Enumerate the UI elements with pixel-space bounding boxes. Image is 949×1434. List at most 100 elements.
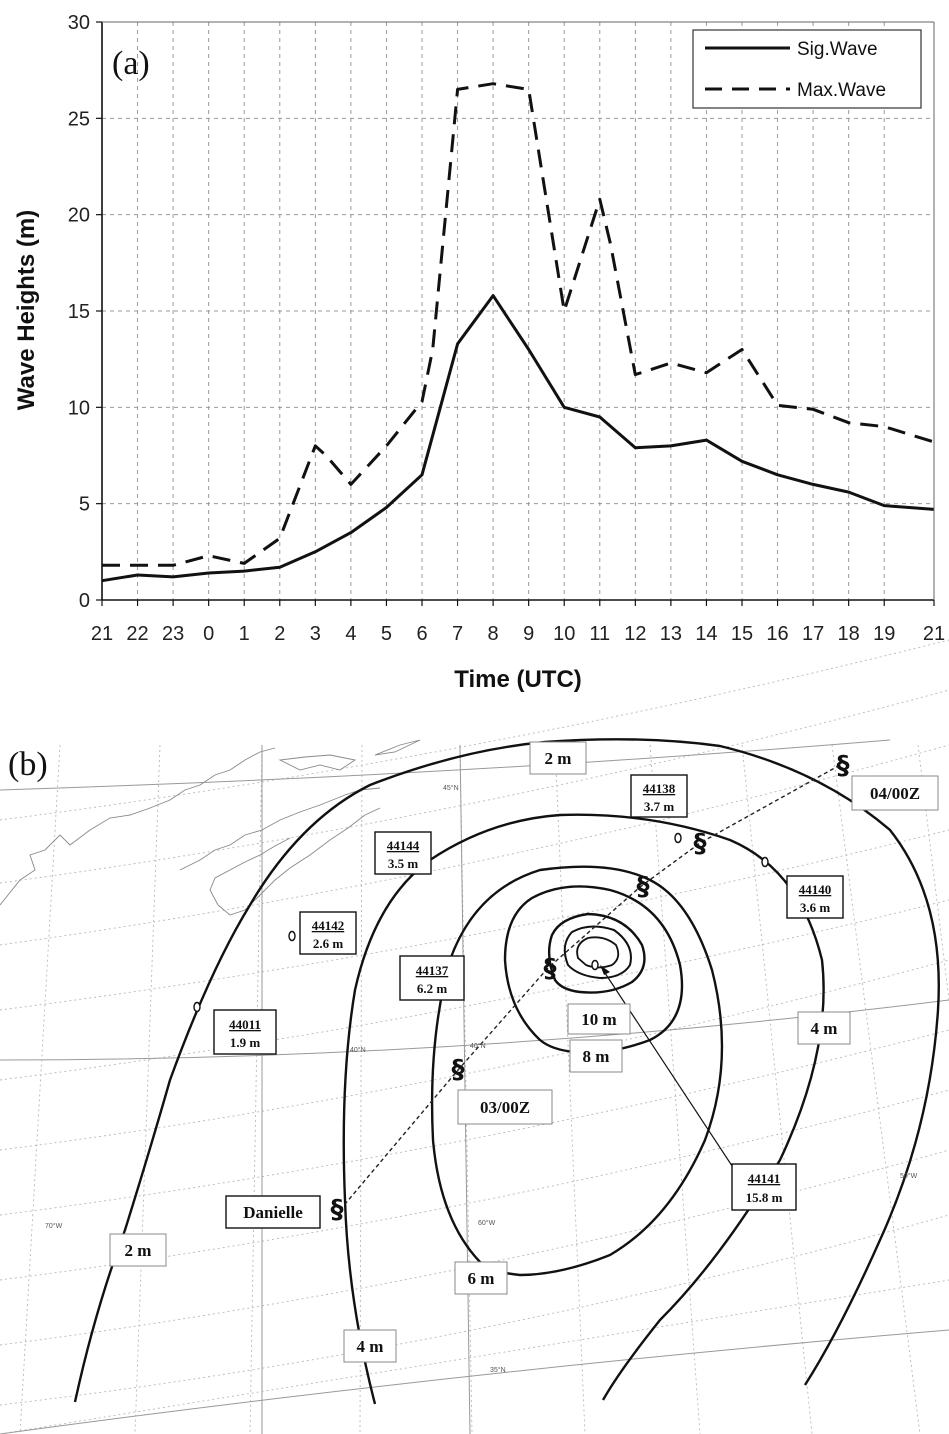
- buoy-id: 44137: [416, 963, 449, 978]
- contour-label-2m-top: 2 m: [529, 741, 587, 775]
- lat-label: 40°N: [470, 1042, 486, 1050]
- buoy-height: 1.9 m: [230, 1035, 261, 1050]
- y-tick-label: 5: [79, 494, 90, 516]
- series-line-max-wave: [102, 82, 935, 567]
- storm-name-label: Danielle: [225, 1195, 321, 1229]
- x-tick-label: 3: [310, 623, 321, 645]
- legend-label-max-wave: Max.Wave: [797, 80, 886, 101]
- x-tick-label: 13: [660, 623, 682, 645]
- x-tick-label: 2: [274, 623, 285, 645]
- chart-grid: [102, 22, 934, 600]
- buoy-height: 15.8 m: [746, 1190, 783, 1205]
- buoy-id: 44138: [643, 781, 676, 796]
- series-line-sig-wave: [101, 294, 935, 583]
- contour-label-8m: 8 m: [569, 1039, 623, 1073]
- chart-legend: Sig.Wave Max.Wave: [692, 29, 922, 109]
- x-axis-label: Time (UTC): [454, 666, 582, 693]
- buoy-height: 2.6 m: [313, 936, 344, 951]
- buoy-height: 3.7 m: [644, 799, 675, 814]
- x-tick-label: 6: [416, 623, 427, 645]
- buoy-label-44141: 44141 15.8 m: [731, 1163, 797, 1211]
- storm-name: Danielle: [243, 1203, 303, 1222]
- x-tick-label: 22: [126, 623, 148, 645]
- buoy-label-44011: 44011 1.9 m: [213, 1009, 277, 1055]
- lon-label: 60°W: [478, 1219, 496, 1227]
- buoy-label-44142: 44142 2.6 m: [299, 911, 357, 955]
- contour-label-text: 6 m: [468, 1269, 495, 1288]
- contour-4m: [342, 813, 825, 1405]
- lon-label: 70°W: [45, 1222, 63, 1230]
- contour-2m: [73, 738, 940, 1403]
- contour-label-text: 4 m: [357, 1337, 384, 1356]
- x-tick-label: 19: [873, 623, 895, 645]
- hurricane-symbols: § § § § § §: [331, 751, 850, 1225]
- x-tick-label: 4: [345, 623, 356, 645]
- hurricane-icon: §: [452, 1055, 465, 1085]
- x-tick-label: 1: [239, 623, 250, 645]
- buoy-height: 6.2 m: [417, 981, 448, 996]
- lon-label: 50°W: [900, 1172, 918, 1180]
- track-time: 04/00Z: [870, 784, 920, 803]
- x-tick-label: 12: [624, 623, 646, 645]
- contour-label-2m-left: 2 m: [109, 1233, 167, 1267]
- x-tick-label: 5: [381, 623, 392, 645]
- contour-label-text: 2 m: [125, 1241, 152, 1260]
- buoy-marker: [193, 1001, 201, 1013]
- x-tick-label: 9: [523, 623, 534, 645]
- buoy-id: 44142: [312, 918, 345, 933]
- track-time-label-0300z: 03/00Z: [457, 1089, 553, 1125]
- y-tick-label: 0: [79, 590, 90, 612]
- buoy-marker: [674, 832, 682, 844]
- x-tick-label: 23: [162, 623, 184, 645]
- panel-label-a: (a): [112, 45, 150, 82]
- y-tick-label: 30: [68, 12, 90, 34]
- x-tick-label: 0: [203, 623, 214, 645]
- x-tick-label: 21: [91, 623, 113, 645]
- x-tick-label: 7: [452, 623, 463, 645]
- lat-label: 45°N: [443, 784, 459, 792]
- buoy-height: 3.6 m: [800, 900, 831, 915]
- contour-label-text: 4 m: [811, 1019, 838, 1038]
- contour-6m: [430, 865, 724, 1277]
- contour-label-text: 10 m: [581, 1010, 616, 1029]
- lat-label: 35°N: [490, 1366, 506, 1374]
- track-time-label-0400z: 04/00Z: [851, 775, 939, 811]
- contour-10m: [547, 912, 646, 994]
- x-tick-label: 15: [731, 623, 753, 645]
- y-axis-label: Wave Heights (m): [13, 210, 40, 410]
- buoy-id: 44140: [799, 882, 832, 897]
- y-tick-label: 10: [68, 397, 90, 419]
- storm-labels: Danielle 03/00Z 04/00Z: [225, 775, 939, 1229]
- contour-label-text: 2 m: [545, 749, 572, 768]
- contour-label-6m: 6 m: [454, 1261, 508, 1295]
- buoy-label-44144: 44144 3.5 m: [374, 831, 432, 875]
- legend-label-sig-wave: Sig.Wave: [797, 39, 878, 60]
- panel-label-b: (b): [8, 746, 48, 783]
- buoy-label-44138: 44138 3.7 m: [630, 774, 688, 818]
- graticule-labels: 45°N 40°N 40°N 35°N 70°W 60°W 50°W: [45, 784, 918, 1374]
- map-graticule: [0, 639, 949, 1434]
- x-tick-label: 14: [695, 623, 717, 645]
- x-tick-label: 11: [589, 623, 610, 645]
- hurricane-icon: §: [637, 872, 650, 902]
- y-tick-label: 20: [68, 205, 90, 227]
- x-tick-label: 17: [802, 623, 824, 645]
- buoy-label-44137: 44137 6.2 m: [399, 955, 465, 1001]
- track-time: 03/00Z: [480, 1098, 530, 1117]
- contour-label-4m-right: 4 m: [797, 1011, 851, 1045]
- buoy-height: 3.5 m: [388, 856, 419, 871]
- coastline: [0, 739, 421, 916]
- contour-labels: 2 m 2 m 4 m 4 m 6 m 8 m: [109, 741, 851, 1363]
- hurricane-icon: §: [694, 829, 707, 859]
- buoy-label-44140: 44140 3.6 m: [786, 875, 844, 919]
- contour-label-text: 8 m: [583, 1047, 610, 1066]
- storm-track: [339, 764, 841, 1211]
- x-tick-label: 8: [488, 623, 499, 645]
- contour-label-10m: 10 m: [567, 1003, 631, 1035]
- buoy-marker: [591, 959, 599, 971]
- y-tick-label: 15: [68, 301, 90, 323]
- hurricane-icon: §: [331, 1195, 344, 1225]
- pointer-arrowhead: [600, 965, 610, 975]
